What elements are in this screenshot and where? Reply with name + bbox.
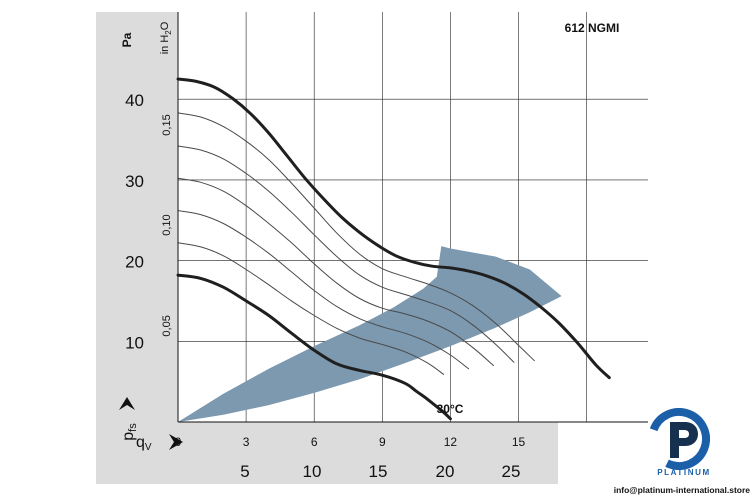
y-inner-tick-label: 0,10 [161, 214, 173, 235]
y-left-tick-label: 20 [125, 253, 144, 272]
left-axis-panel [96, 12, 178, 422]
bottom-axis-panel [96, 422, 558, 484]
curve-thick-6 [176, 273, 452, 421]
curve-thin-2 [177, 145, 515, 363]
curve-thin-1 [177, 112, 535, 362]
x-bottom-tick-label: 15 [369, 462, 388, 481]
x-bottom-tick-label: 20 [436, 462, 455, 481]
y-left-tick-label: 30 [125, 172, 144, 191]
curve-thin-4 [177, 210, 470, 370]
y-left-symbol: pfs [120, 423, 139, 441]
grid-lines [177, 12, 648, 422]
y-left-unit: Pa [120, 32, 134, 47]
contact-email: info@platinum-international.store [613, 485, 750, 495]
operating-range-band [178, 246, 562, 422]
x-inner-tick-label: 3 [243, 435, 250, 449]
temperature-label: 30°C [437, 402, 464, 416]
x-inner-tick-label: 0 [175, 435, 182, 449]
curve-thin-3 [177, 177, 494, 366]
brand-name: PLATINUM [657, 468, 711, 477]
tick-labels: 10 20 30 40 0,05 0,10 0,15 0 3 6 9 12 15 5 10 15 20 25 [125, 91, 525, 481]
y-left-tick-label: 40 [125, 91, 144, 110]
y-left-symbol-subscript: fs [127, 423, 139, 432]
x-bottom-tick-label: 5 [240, 462, 249, 481]
x-bottom-symbol-subscript: V [145, 442, 152, 453]
x-inner-tick-label: 12 [444, 435, 458, 449]
x-inner-tick-label: 15 [512, 435, 526, 449]
x-inner-tick-label: 9 [379, 435, 386, 449]
y-inner-unit-subscript: 2 [164, 30, 173, 35]
y-inner-tick-label: 0,05 [161, 315, 173, 336]
pressure-curves [176, 77, 611, 421]
plot-area [178, 12, 648, 422]
y-left-tick-label: 10 [125, 333, 144, 352]
platinum-logo-icon [648, 408, 710, 470]
x-inner-tick-label: 6 [311, 435, 318, 449]
y-axis-arrow-icon [119, 397, 135, 410]
x-bottom-symbol: qV [136, 434, 152, 453]
curve-thick-0 [176, 77, 611, 380]
x-bottom-tick-label: 25 [502, 462, 521, 481]
y-inner-unit-tail: O [159, 21, 171, 30]
y-inner-tick-label: 0,15 [161, 114, 173, 135]
model-label: 612 NGMI [565, 21, 620, 35]
x-bottom-tick-label: 10 [303, 462, 322, 481]
x-axis-arrow-icon [169, 434, 183, 450]
y-inner-unit: in H2O [159, 21, 173, 54]
curve-thin-5 [177, 242, 445, 375]
